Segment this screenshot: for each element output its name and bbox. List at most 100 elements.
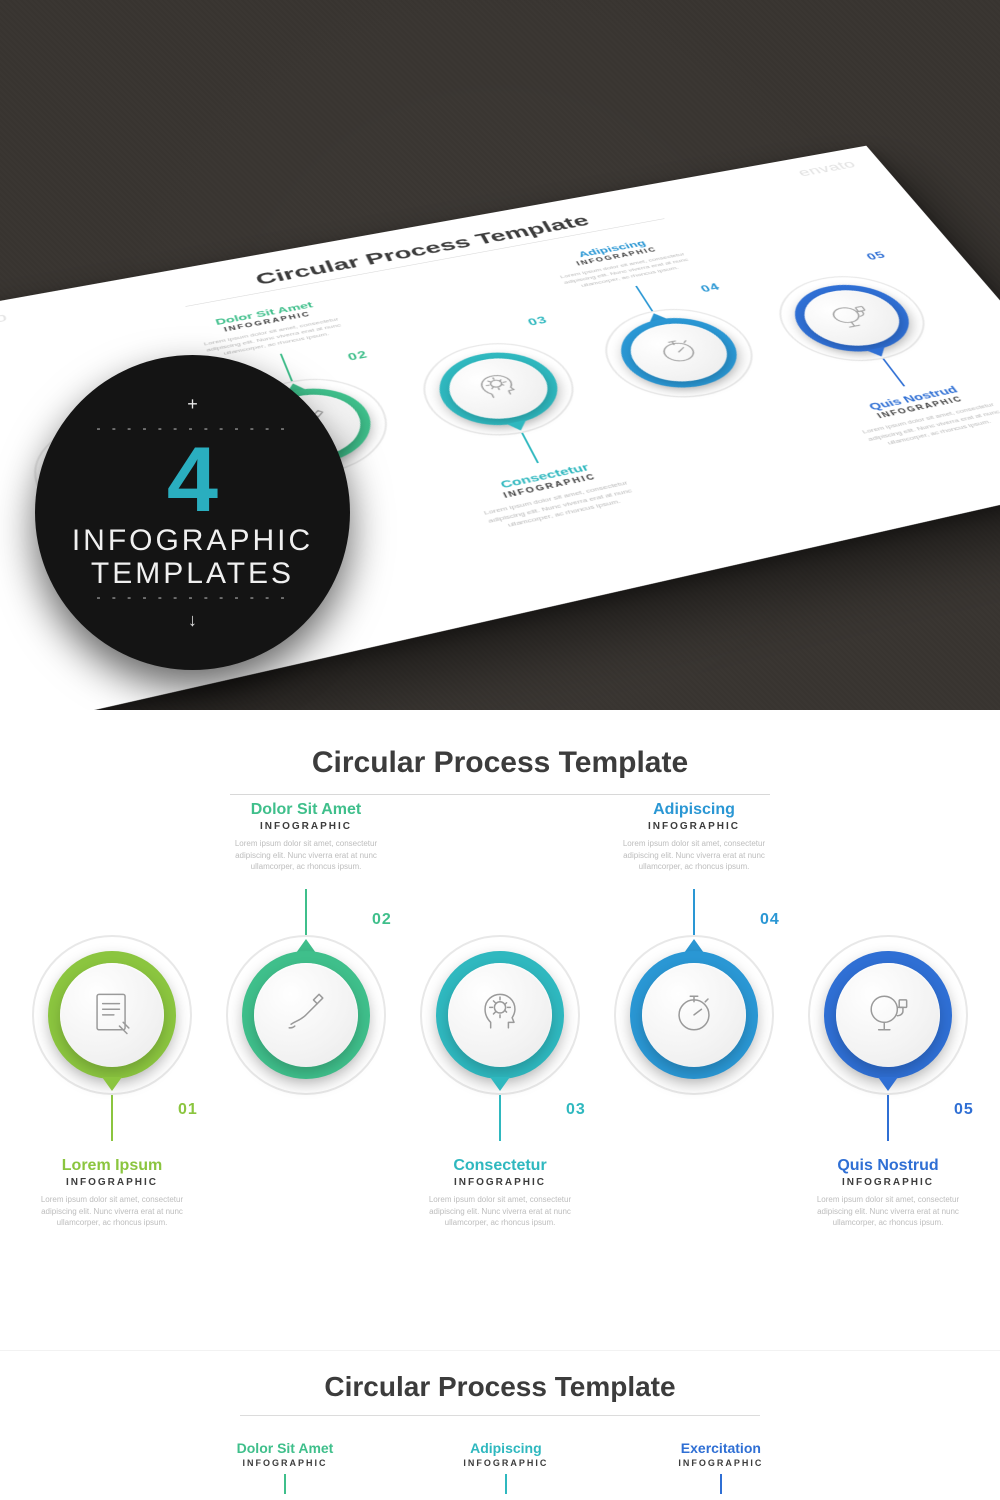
step-number: 05 — [865, 250, 889, 262]
teaser-connector — [284, 1474, 286, 1494]
teaser-connector — [720, 1474, 722, 1494]
step-desc: Lorem ipsum dolor sit amet, consectetur … — [410, 1194, 590, 1229]
teaser-row: Dolor Sit Amet INFOGRAPHIC Adipiscing IN… — [0, 1440, 1000, 1494]
teaser-item-title: Exercitation — [678, 1440, 763, 1456]
step-desc: Lorem ipsum dolor sit amet, consectetur … — [604, 838, 784, 873]
write-icon — [278, 985, 334, 1046]
step-label: Dolor Sit Amet INFOGRAPHIC Lorem ipsum d… — [178, 293, 363, 363]
step-title: Lorem Ipsum — [22, 1157, 202, 1175]
step-disc — [448, 963, 552, 1067]
step-connector — [280, 353, 293, 381]
watermark: envato — [0, 309, 9, 335]
divider — [240, 1415, 760, 1416]
step-number: 01 — [178, 1101, 198, 1119]
teaser-item: Adipiscing INFOGRAPHIC — [463, 1440, 548, 1494]
teaser-connector — [505, 1474, 507, 1494]
step-number: 04 — [699, 282, 723, 295]
process-step: 03 Consectetur INFOGRAPHIC Lorem ipsum d… — [415, 935, 585, 1095]
step-number: 02 — [372, 911, 392, 929]
headgear-icon — [463, 365, 535, 411]
step-label: Lorem Ipsum INFOGRAPHIC Lorem ipsum dolo… — [22, 1157, 202, 1229]
step-title: Consectetur — [410, 1157, 590, 1175]
step-outer-ring — [614, 935, 774, 1095]
step-outer-ring — [226, 935, 386, 1095]
step-connector — [693, 889, 695, 935]
step-connector — [111, 1095, 113, 1141]
step-sublabel: INFOGRAPHIC — [604, 821, 784, 832]
badge-dashes: - - - - - - - - - - - - - — [97, 590, 289, 604]
document-icon — [84, 985, 140, 1046]
step-outer-ring — [757, 265, 950, 372]
teaser-title: Circular Process Template — [0, 1351, 1000, 1403]
step-label: Quis Nostrud INFOGRAPHIC Lorem ipsum dol… — [798, 1157, 978, 1229]
step-disc — [254, 963, 358, 1067]
step-number: 03 — [526, 315, 550, 328]
flat-title: Circular Process Template — [0, 710, 1000, 780]
watermark: envato — [795, 157, 860, 178]
step-number: 03 — [566, 1101, 586, 1119]
step-sublabel: INFOGRAPHIC — [798, 1177, 978, 1188]
process-step: 01 Lorem Ipsum INFOGRAPHIC Lorem ipsum d… — [27, 935, 197, 1095]
teaser-item: Dolor Sit Amet INFOGRAPHIC — [237, 1440, 334, 1494]
badge-line2: TEMPLATES — [91, 557, 294, 590]
step-disc — [438, 351, 561, 427]
step-title: Quis Nostrud — [798, 1157, 978, 1175]
step-disc — [642, 963, 746, 1067]
teaser-item-title: Dolor Sit Amet — [237, 1440, 334, 1456]
flat-steps: 01 Lorem Ipsum INFOGRAPHIC Lorem ipsum d… — [0, 935, 1000, 1095]
badge-number: 4 — [167, 439, 218, 522]
step-connector — [305, 889, 307, 935]
flat-panel: envato envato Circular Process Template … — [0, 710, 1000, 1350]
badge-arrow: ↓ — [188, 610, 197, 631]
step-sublabel: INFOGRAPHIC — [22, 1177, 202, 1188]
process-step: 05 Quis Nostrud INFOGRAPHIC Lorem ipsum … — [803, 935, 973, 1095]
step-number: 05 — [954, 1101, 974, 1119]
mockup-panel: envato envato envato Circular Process Te… — [0, 0, 1000, 710]
step-connector — [499, 1095, 501, 1141]
step-label: Consectetur INFOGRAPHIC Lorem ipsum dolo… — [452, 452, 656, 536]
step-title: Adipiscing — [604, 801, 784, 819]
headgear-icon — [472, 985, 528, 1046]
promo-badge: + - - - - - - - - - - - - - 4 INFOGRAPHI… — [35, 355, 350, 670]
teaser-panel: Circular Process Template Dolor Sit Amet… — [0, 1350, 1000, 1500]
teaser-item-sublabel: INFOGRAPHIC — [237, 1458, 334, 1468]
step-outer-ring — [406, 331, 595, 447]
trophyhead-icon — [860, 985, 916, 1046]
stopwatch-icon — [666, 985, 722, 1046]
step-connector — [521, 432, 539, 462]
step-desc: Lorem ipsum dolor sit amet, consectetur … — [216, 838, 396, 873]
step-label: Adipiscing INFOGRAPHIC Lorem ipsum dolor… — [604, 801, 784, 873]
step-label: Consectetur INFOGRAPHIC Lorem ipsum dolo… — [410, 1157, 590, 1229]
step-outer-ring — [585, 298, 776, 409]
step-sublabel: INFOGRAPHIC — [410, 1177, 590, 1188]
step-title: Dolor Sit Amet — [216, 801, 396, 819]
step-connector — [882, 358, 905, 386]
step-disc — [60, 963, 164, 1067]
step-sublabel: INFOGRAPHIC — [216, 821, 396, 832]
step-connector — [887, 1095, 889, 1141]
teaser-item-title: Adipiscing — [463, 1440, 548, 1456]
process-step: 05 Quis Nostrud INFOGRAPHIC Lorem ipsum … — [753, 265, 954, 373]
badge-line1: INFOGRAPHIC — [72, 524, 313, 557]
process-step: 03 Consectetur INFOGRAPHIC Lorem ipsum d… — [401, 331, 599, 449]
trophyhead-icon — [815, 296, 889, 338]
step-disc — [836, 963, 940, 1067]
teaser-item-sublabel: INFOGRAPHIC — [678, 1458, 763, 1468]
process-step: 04 Adipiscing INFOGRAPHIC Lorem ipsum do… — [609, 935, 779, 1095]
process-step: 02 Dolor Sit Amet INFOGRAPHIC Lorem ipsu… — [221, 935, 391, 1095]
step-connector — [635, 285, 653, 311]
divider — [230, 794, 770, 795]
step-outer-ring — [420, 935, 580, 1095]
badge-plus: + — [187, 394, 198, 415]
step-number: 04 — [760, 911, 780, 929]
teaser-item: Exercitation INFOGRAPHIC — [678, 1440, 763, 1494]
step-outer-ring — [32, 935, 192, 1095]
teaser-item-sublabel: INFOGRAPHIC — [463, 1458, 548, 1468]
step-number: 02 — [346, 349, 369, 363]
step-label: Dolor Sit Amet INFOGRAPHIC Lorem ipsum d… — [216, 801, 396, 873]
process-step: 04 Adipiscing INFOGRAPHIC Lorem ipsum do… — [580, 297, 780, 410]
step-desc: Lorem ipsum dolor sit amet, consectetur … — [22, 1194, 202, 1229]
step-outer-ring — [808, 935, 968, 1095]
stopwatch-icon — [643, 330, 716, 374]
step-label: Adipiscing INFOGRAPHIC Lorem ipsum dolor… — [531, 230, 710, 294]
